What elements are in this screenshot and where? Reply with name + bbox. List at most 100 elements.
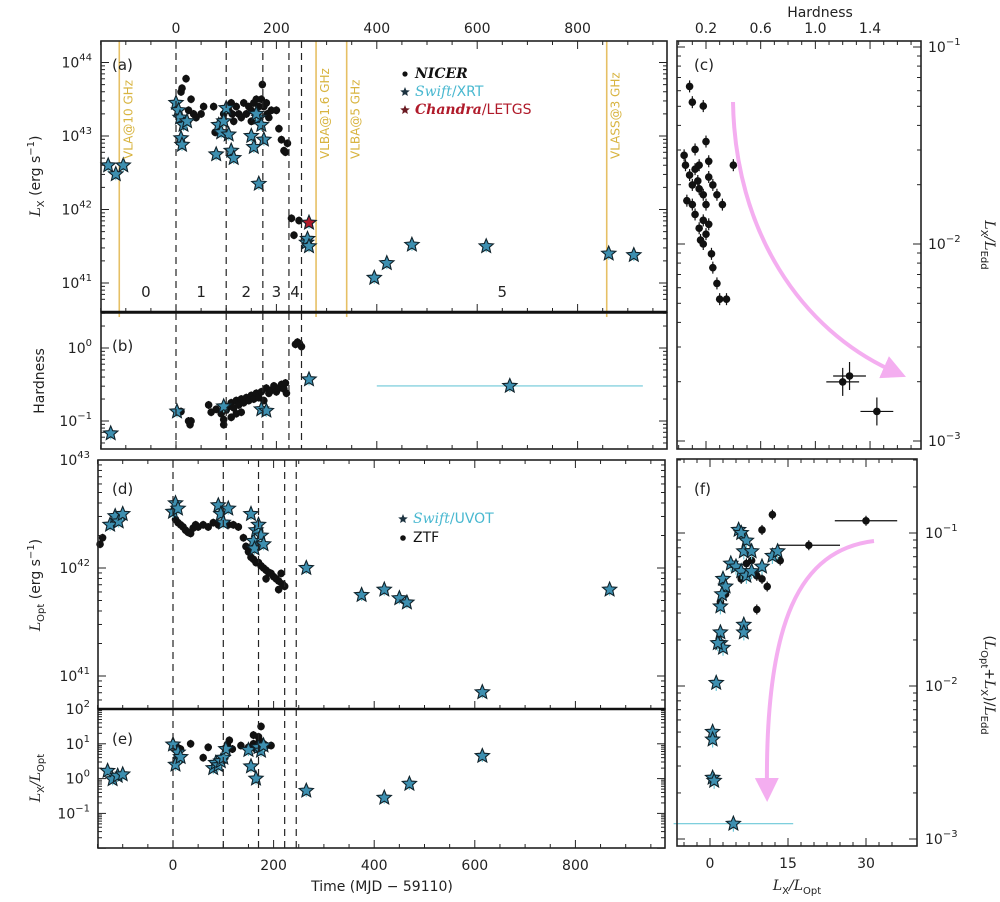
f-y-axis-title: (LOpt+LX)/LEdd	[978, 635, 997, 734]
data-point-a	[265, 113, 273, 122]
data-point-a	[258, 80, 267, 89]
data-point-a	[255, 130, 273, 147]
data-point-d	[297, 559, 315, 576]
radio-epoch-label: VLASS@3 GHz	[609, 72, 623, 159]
legend-entry-chandra: Chandra/LETGS	[415, 102, 532, 118]
legend-marker-nicer	[402, 71, 408, 77]
data-point-c	[691, 165, 699, 173]
data-point-c	[691, 210, 699, 219]
data-point-a	[272, 106, 281, 115]
data-point-b	[297, 342, 306, 351]
data-point-b	[281, 379, 290, 387]
phase-label: 5	[498, 283, 508, 301]
data-point-e	[249, 731, 258, 739]
data-point-f	[753, 605, 761, 614]
data-point-c	[702, 230, 710, 238]
data-point-a	[220, 125, 238, 142]
panel-label-f: (f)	[694, 480, 711, 498]
b-y-axis-title: Hardness	[32, 348, 48, 414]
data-point-a	[232, 102, 241, 111]
data-point-f	[747, 556, 756, 565]
y-tick-label-f: 10−1	[925, 523, 958, 542]
data-point-a	[114, 156, 132, 173]
phase-label: 0	[141, 283, 151, 301]
data-point-c	[688, 181, 697, 189]
panel-f-frame	[676, 458, 918, 847]
data-point-d	[262, 575, 270, 583]
radio-epoch-label: VLA@10 GHz	[121, 80, 135, 159]
data-point-f	[737, 531, 755, 548]
data-point-c	[713, 279, 721, 288]
data-point-c	[695, 224, 703, 233]
phase-label: 1	[196, 283, 206, 301]
data-point-a	[182, 74, 190, 83]
legend-entry-ztf: ZTF	[413, 530, 439, 546]
x-tick-label-top: 600	[464, 21, 491, 37]
data-point-a	[300, 237, 318, 254]
axes-layer	[97, 40, 922, 849]
e-y-axis-title: LX/LOpt	[28, 754, 47, 803]
y-tick-label-e: 10−1	[57, 803, 90, 822]
legend-entry-swift: Swift/UVOT	[413, 511, 494, 527]
data-point-a	[600, 244, 618, 261]
data-point-a	[300, 213, 318, 230]
data-point-d	[186, 529, 195, 538]
data-point-d	[242, 505, 260, 522]
x-tick-label-bottom: 400	[361, 858, 388, 874]
data-point-a	[178, 84, 186, 93]
data-point-d	[473, 683, 491, 700]
radio-epoch-layer	[118, 41, 608, 317]
data-point-d	[204, 523, 213, 531]
y-tick-label-d: 1043	[59, 450, 90, 469]
data-point-c	[702, 137, 710, 146]
data-point-c	[685, 171, 694, 179]
legend-entry-swift: Swift/XRT	[415, 84, 484, 100]
y-tick-label-b: 10−1	[59, 411, 92, 430]
panel-e-frame	[97, 708, 666, 849]
data-point-e	[255, 736, 273, 753]
data-point-f	[805, 541, 813, 550]
arrow-layer	[731, 101, 906, 802]
panel-label-b: (b)	[112, 337, 133, 355]
d-y-axis-title: LOpt (erg s−1)	[26, 539, 47, 632]
data-point-b	[237, 408, 246, 417]
trend-arrow-f	[754, 539, 875, 802]
f-x-axis-title: LX/LOpt	[772, 878, 821, 897]
y-tick-label-a: 1041	[61, 273, 92, 292]
data-point-e	[217, 740, 235, 757]
y-tick-label-c: 10−3	[928, 431, 961, 450]
x-tick-label-top: 400	[363, 21, 390, 37]
y-tick-label-e: 101	[66, 734, 90, 753]
y-tick-label-a: 1042	[61, 200, 92, 219]
data-point-c	[688, 200, 697, 209]
x-tick-label-c: 1.0	[804, 21, 826, 37]
panel-label-e: (e)	[112, 730, 133, 748]
data-point-a	[178, 112, 196, 129]
panel-d-frame	[97, 459, 666, 710]
data-point-c	[707, 250, 716, 258]
data-point-c	[715, 295, 724, 303]
data-point-a	[242, 127, 260, 144]
x-tick-label-f: 30	[857, 856, 875, 872]
y-tick-label-e: 102	[66, 699, 90, 718]
data-point-c	[729, 161, 738, 169]
data-point-a	[252, 116, 270, 133]
data-point-a	[250, 174, 268, 191]
data-point-b	[300, 370, 318, 387]
x-tick-label-top: 200	[263, 21, 290, 37]
data-point-f	[763, 582, 771, 591]
data-point-e	[297, 781, 315, 798]
data-point-c	[699, 240, 708, 248]
data-point-f	[704, 730, 722, 747]
x-axis-title: Time (MJD − 59110)	[310, 879, 453, 895]
x-tick-label-c: 0.2	[695, 21, 717, 37]
data-point-d	[219, 499, 237, 516]
data-point-a	[252, 95, 261, 104]
data-point-c	[873, 407, 881, 416]
x-tick-label-c: 1.4	[859, 21, 881, 37]
data-point-a	[277, 135, 286, 144]
phase-label: 2	[242, 283, 252, 301]
panel-b-frame	[100, 312, 668, 450]
data-point-a	[262, 99, 271, 107]
x-tick-label-f: 0	[706, 856, 715, 872]
